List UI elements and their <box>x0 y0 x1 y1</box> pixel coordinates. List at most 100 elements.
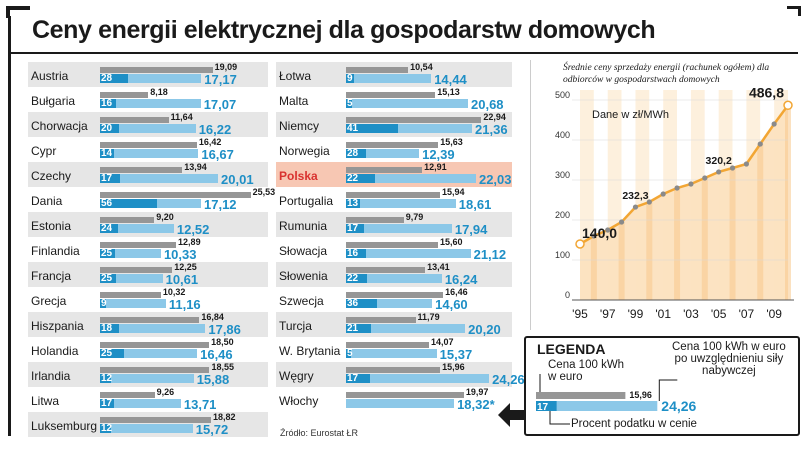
legend-ppp-label: Cena 100 kWh w euro po uwzględnieniu siły… <box>672 341 786 377</box>
data-point <box>619 219 625 225</box>
ppp-value-label: 18,32* <box>457 397 495 412</box>
bar-ppp <box>346 224 452 233</box>
country-row: Irlandia 18,55 12 15,88 <box>28 362 268 387</box>
data-label: 140,0 <box>582 225 617 241</box>
ppp-value-label: 17,07 <box>203 97 237 112</box>
gross-value-label: 16,42 <box>198 137 222 147</box>
country-row: Szwecja 16,46 36 14,60 <box>276 287 512 312</box>
tax-value-label: 5 <box>347 98 353 109</box>
tax-value-label: 24 <box>101 223 113 234</box>
legend-gross-label: Cena 100 kWh w euro <box>548 359 625 383</box>
bar-ppp <box>346 199 456 208</box>
bar-tax <box>100 424 112 433</box>
legend-box <box>524 336 800 436</box>
tax-value-label: 14 <box>101 148 113 159</box>
bar-ppp <box>100 74 202 83</box>
gross-value-label: 12,91 <box>424 162 447 172</box>
page-title: Ceny energii elektrycznej dla gospodarst… <box>32 16 656 44</box>
country-row: Węgry 15,96 17 24,26 <box>276 362 525 387</box>
x-tick-label: '09 <box>766 307 782 321</box>
ppp-value-label: 10,61 <box>165 272 199 287</box>
legend-tax-value: 17 <box>537 402 549 413</box>
bar-ppp <box>100 374 194 383</box>
ppp-value-label: 20,20 <box>468 322 501 337</box>
country-row: Hiszpania 16,84 18 17,86 <box>28 312 268 337</box>
country-name: W. Brytania <box>279 344 341 358</box>
country-row: Turcja 11,79 21 20,20 <box>276 312 512 337</box>
tax-value-label: 25 <box>101 273 113 284</box>
legend-bar-gross <box>536 392 626 399</box>
country-name: Chorwacja <box>31 119 88 133</box>
bar-ppp <box>346 399 455 408</box>
x-tick-label: '05 <box>711 307 727 321</box>
data-point <box>632 204 639 210</box>
bar-gross <box>100 167 183 173</box>
area-stripe <box>785 105 791 300</box>
gross-value-label: 16,84 <box>201 312 224 322</box>
bar-tax <box>346 149 367 158</box>
bar-ppp <box>100 174 219 183</box>
bar-ppp <box>346 274 442 283</box>
bar-ppp <box>346 374 490 383</box>
ppp-value-label: 16,24 <box>444 272 478 287</box>
bar-gross <box>100 242 177 248</box>
gross-value-label: 18,50 <box>211 337 234 347</box>
country-name: Słowenia <box>279 269 328 283</box>
bar-ppp <box>346 174 476 183</box>
country-name: Bułgaria <box>31 94 76 108</box>
tax-value-label: 28 <box>347 148 359 159</box>
country-row: Łotwa 10,54 9 14,44 <box>276 62 512 87</box>
bar-ppp <box>100 424 193 433</box>
country-row: Estonia 9,20 24 12,52 <box>28 212 268 237</box>
leader-tax <box>549 411 570 425</box>
gross-value-label: 10,32 <box>162 287 186 297</box>
ppp-value-label: 10,33 <box>163 247 197 262</box>
bar-tax <box>346 224 364 233</box>
tax-value-label: 22 <box>347 273 359 284</box>
bar-ppp <box>100 274 163 283</box>
country-name: Czechy <box>31 169 72 183</box>
trend-chart: 0 100 200 300 400 500 '95 '97 '99 '01 '03 '05 '07 '09… <box>555 84 794 321</box>
gross-value-label: 18,55 <box>211 362 234 372</box>
gross-value-label: 25,53 <box>252 187 276 197</box>
trend-line <box>579 104 790 246</box>
ppp-value-label: 20,01 <box>221 172 254 187</box>
country-name: Hiszpania <box>31 319 84 333</box>
ppp-value-label: 13,71 <box>183 397 217 412</box>
unit-label: Dane w zł/MWh <box>592 109 669 121</box>
tax-value-label: 22 <box>347 173 359 184</box>
area-stripe <box>729 168 736 300</box>
bar-ppp <box>346 124 473 133</box>
country-name: Estonia <box>31 219 72 233</box>
country-name: Rumunia <box>279 219 328 233</box>
country-name: Łotwa <box>279 69 312 83</box>
bar-tax <box>346 99 353 108</box>
gross-value-label: 19,09 <box>214 62 238 72</box>
country-row: Rumunia 9,79 17 17,94 <box>276 212 512 237</box>
bar-ppp <box>100 349 198 358</box>
bar-gross <box>100 217 155 223</box>
gross-value-label: 22,94 <box>483 112 506 122</box>
gross-value-label: 14,07 <box>431 337 454 347</box>
country-name: Polska <box>279 169 318 183</box>
country-name: Holandia <box>31 344 79 358</box>
country-name: Litwa <box>31 394 60 408</box>
data-point <box>674 185 680 191</box>
data-point <box>605 227 611 233</box>
country-row: Cypr 16,42 14 16,67 <box>28 137 268 162</box>
country-name: Słowacja <box>279 244 328 258</box>
bar-ppp <box>346 149 420 158</box>
tax-value-label: 17 <box>347 223 359 234</box>
data-point <box>575 239 585 249</box>
data-point <box>660 191 666 197</box>
bar-gross <box>346 217 404 223</box>
ppp-value-label: 16,46 <box>200 347 233 362</box>
ppp-value-label: 14,44 <box>434 72 467 87</box>
country-name: Luksemburg <box>31 419 98 433</box>
y-tick-label: 0 <box>565 290 570 300</box>
legend-gross-value: 15,96 <box>629 390 652 400</box>
country-name: Malta <box>279 94 309 108</box>
bar-gross <box>100 367 210 373</box>
ppp-value-label: 16,22 <box>198 122 232 137</box>
tax-value-label: 56 <box>101 198 113 209</box>
